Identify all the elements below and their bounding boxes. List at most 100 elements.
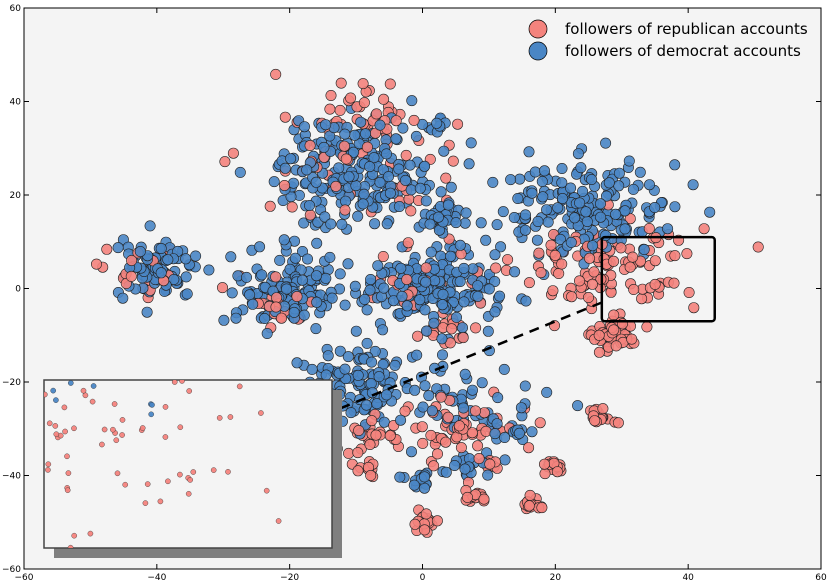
democrat-point — [373, 371, 385, 383]
republican-point — [366, 415, 378, 427]
inset-republican-point — [225, 468, 231, 475]
democrat-point — [499, 431, 511, 443]
x-tick-label: −40 — [147, 573, 166, 583]
republican-point — [545, 239, 557, 251]
legend: followers of republican accounts followe… — [528, 19, 808, 61]
democrat-point — [364, 284, 376, 296]
legend-marker-democrat — [528, 41, 548, 61]
democrat-point — [408, 479, 420, 491]
democrat-point — [565, 182, 577, 194]
republican-point — [325, 90, 337, 102]
republican-point — [270, 271, 282, 283]
democrat-point — [538, 165, 550, 177]
democrat-point — [669, 159, 681, 171]
republican-point — [304, 140, 316, 152]
inset-republican-point — [187, 477, 193, 483]
democrat-point — [465, 137, 477, 149]
democrat-point — [349, 280, 361, 292]
republican-point — [399, 405, 411, 417]
inset-republican-point — [227, 414, 234, 420]
inset-republican-point — [177, 471, 183, 478]
democrat-point — [401, 300, 413, 312]
democrat-point — [594, 198, 606, 210]
democrat-point — [155, 243, 167, 255]
republican-point — [551, 466, 563, 478]
inset-republican-point — [53, 431, 60, 438]
republican-point — [523, 500, 535, 512]
democrat-point — [406, 95, 418, 107]
inset-republican-point — [80, 387, 87, 394]
inset-republican-point — [139, 425, 146, 431]
republican-point — [608, 255, 620, 267]
democrat-point — [437, 288, 449, 300]
inset-republican-point — [144, 481, 151, 487]
democrat-point — [181, 288, 193, 300]
democrat-point — [572, 400, 584, 412]
republican-point — [409, 518, 421, 530]
democrat-point — [355, 116, 367, 128]
highlight-layer — [335, 235, 716, 412]
inset-republican-point — [110, 426, 116, 433]
democrat-point — [429, 275, 441, 287]
republican-point — [453, 420, 465, 432]
republican-point — [390, 115, 402, 127]
democrat-point — [445, 181, 457, 193]
democrat-point — [482, 325, 494, 337]
republican-point — [752, 241, 764, 253]
democrat-point — [144, 220, 156, 232]
democrat-point — [428, 317, 440, 329]
democrat-point — [436, 349, 448, 361]
democrat-point — [414, 182, 426, 194]
republican-point — [446, 323, 458, 335]
democrat-point — [463, 158, 475, 170]
democrat-point — [284, 263, 296, 275]
democrat-point — [226, 287, 238, 299]
republican-point — [412, 330, 424, 342]
democrat-point — [241, 271, 253, 283]
inset-republican-point — [52, 423, 59, 429]
democrat-point — [287, 177, 299, 189]
republican-point — [536, 502, 548, 514]
democrat-point — [420, 276, 432, 288]
democrat-point — [595, 211, 607, 223]
inset-democrat-point — [53, 397, 59, 403]
democrat-point — [482, 469, 494, 481]
democrat-point — [466, 384, 478, 396]
democrat-point — [526, 426, 538, 438]
republican-point — [370, 429, 382, 441]
democrat-point — [537, 191, 549, 203]
x-tick-label: 20 — [550, 573, 562, 583]
republican-point — [370, 108, 382, 120]
inset-republican-point — [61, 404, 68, 411]
republican-point — [534, 417, 546, 429]
republican-point — [378, 93, 390, 105]
inset-democrat-point — [149, 402, 155, 408]
democrat-point — [419, 380, 431, 392]
republican-point — [649, 278, 661, 290]
democrat-point — [526, 187, 538, 199]
democrat-point — [396, 290, 408, 302]
democrat-point — [347, 146, 359, 158]
democrat-point — [489, 249, 501, 261]
republican-point — [588, 266, 600, 278]
democrat-point — [310, 323, 322, 335]
republican-point — [338, 140, 350, 152]
democrat-point — [436, 299, 448, 311]
democrat-point — [405, 184, 417, 196]
democrat-point — [542, 216, 554, 228]
democrat-point — [372, 260, 384, 272]
republican-point — [490, 262, 502, 274]
republican-point — [227, 147, 239, 159]
inset-republican-point — [171, 380, 178, 385]
republican-point — [593, 329, 605, 341]
democrat-point — [393, 163, 405, 175]
democrat-point — [586, 174, 598, 186]
democrat-point — [418, 482, 430, 494]
democrat-point — [298, 217, 310, 229]
inset-republican-point — [122, 481, 128, 488]
republican-point — [461, 491, 473, 503]
republican-point — [377, 251, 389, 263]
democrat-point — [556, 163, 568, 175]
democrat-point — [395, 414, 407, 426]
